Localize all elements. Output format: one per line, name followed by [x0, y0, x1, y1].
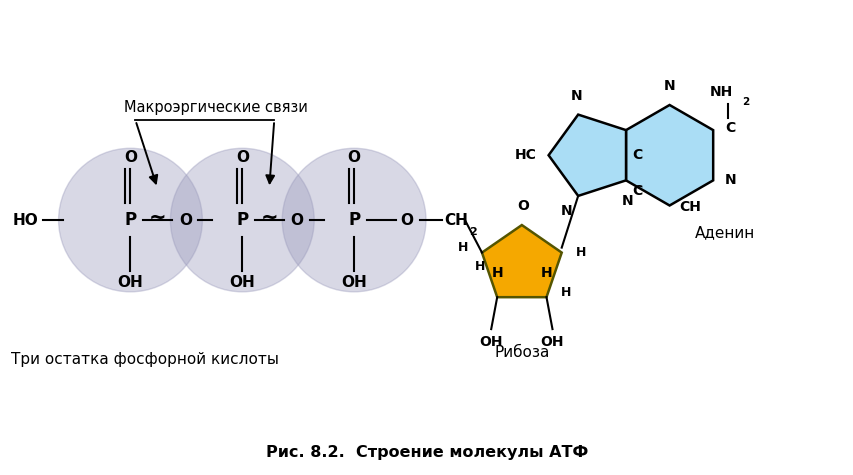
Text: H: H — [575, 246, 585, 259]
Text: NH: NH — [709, 85, 732, 99]
Ellipse shape — [171, 148, 314, 292]
Text: OH: OH — [341, 276, 367, 290]
Text: OH: OH — [229, 276, 255, 290]
Text: O: O — [290, 212, 304, 228]
Text: H: H — [474, 259, 485, 273]
Text: N: N — [560, 204, 572, 218]
Text: HO: HO — [13, 212, 38, 228]
Text: O: O — [516, 199, 528, 213]
Text: P: P — [348, 211, 360, 229]
Polygon shape — [548, 114, 625, 196]
Text: Аденин: Аденин — [693, 226, 754, 240]
Text: C: C — [631, 148, 641, 162]
Text: O: O — [178, 212, 192, 228]
Text: O: O — [347, 150, 360, 165]
Text: CH: CH — [444, 212, 467, 228]
Text: H: H — [457, 241, 467, 254]
Text: O: O — [235, 150, 248, 165]
Text: OH: OH — [479, 335, 502, 349]
Text: CH: CH — [679, 200, 700, 215]
Text: OH: OH — [540, 335, 564, 349]
Text: O: O — [400, 212, 413, 228]
Text: P: P — [236, 211, 248, 229]
Text: ~: ~ — [148, 208, 166, 228]
Text: C: C — [724, 121, 734, 135]
Text: P: P — [125, 211, 136, 229]
Text: H: H — [560, 285, 570, 299]
Ellipse shape — [59, 148, 202, 292]
Text: Макроэргические связи: Макроэргические связи — [125, 100, 308, 115]
Text: N: N — [622, 194, 633, 209]
Text: 2: 2 — [741, 97, 748, 107]
Text: H: H — [491, 266, 502, 280]
Text: N: N — [724, 173, 736, 187]
Text: OH: OH — [118, 276, 143, 290]
Polygon shape — [625, 105, 712, 206]
Text: HC: HC — [514, 148, 536, 162]
Text: Рис. 8.2.  Строение молекулы АТФ: Рис. 8.2. Строение молекулы АТФ — [265, 445, 588, 460]
Text: C: C — [631, 184, 641, 199]
Polygon shape — [481, 225, 561, 297]
Text: 2: 2 — [468, 227, 476, 237]
Text: N: N — [663, 79, 675, 93]
Text: H: H — [540, 266, 551, 280]
Text: O: O — [124, 150, 136, 165]
Text: ~: ~ — [260, 208, 278, 228]
Text: Рибоза: Рибоза — [494, 345, 548, 360]
Ellipse shape — [281, 148, 426, 292]
Text: Три остатка фосфорной кислоты: Три остатка фосфорной кислоты — [11, 352, 278, 367]
Text: N: N — [570, 89, 581, 103]
